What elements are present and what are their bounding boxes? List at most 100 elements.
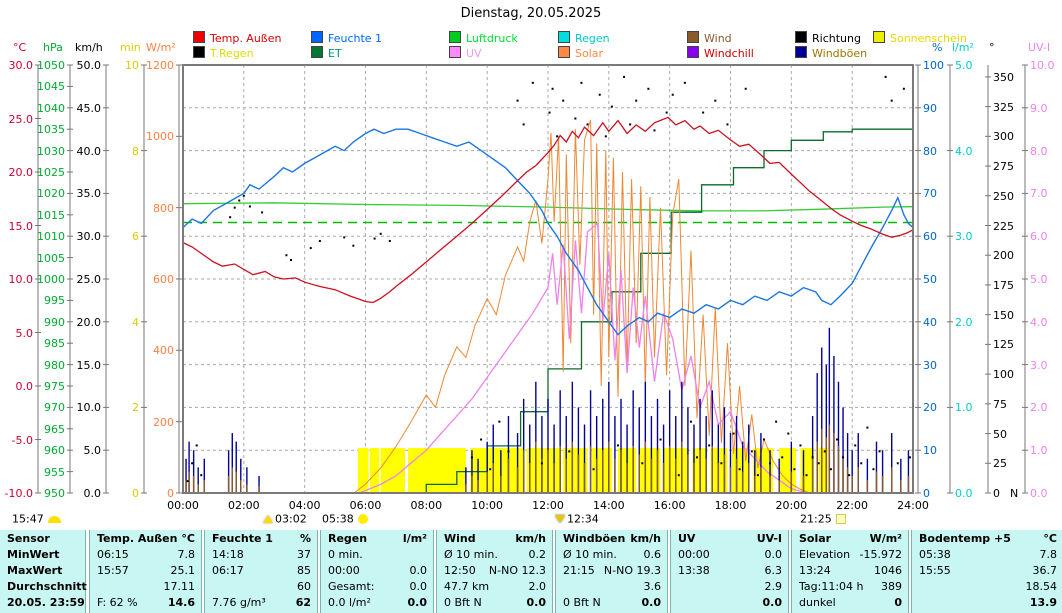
axis-tick-label: 975 [44, 380, 65, 393]
axis-tick-label: 995 [44, 294, 65, 308]
series-sonnenschein [370, 448, 380, 492]
series-richtung [629, 123, 632, 126]
axis-tick-label: 125 [993, 338, 1014, 352]
axis-tick-label: 50 [993, 427, 1007, 441]
table-row: Gesamt: 0.0 [321, 579, 433, 595]
table-row: 47.7 km 2.0 [437, 579, 552, 595]
series-richtung [896, 462, 899, 465]
axis-tick-label: 6.0 [1030, 230, 1048, 244]
table-row-label: 20.05. 23:59 [0, 595, 85, 611]
series-sonnenschein [357, 448, 369, 492]
axis-tick-label: 10.0 [1030, 59, 1055, 72]
table-cell-value: 25.1 [170, 564, 196, 577]
axis-tick-label: 45.0 [76, 101, 102, 115]
series-solar [353, 119, 822, 494]
x-axis-label: 16:00 [653, 499, 686, 512]
axis-tick-label: 1025 [37, 166, 65, 179]
axis-tick-label: 0 [923, 487, 930, 500]
table-row: 06:17 85 [205, 563, 317, 579]
table-cell-value: 2.9 [764, 580, 783, 593]
legend-label: Windchill [704, 47, 754, 60]
axis-tick-label: 40.0 [76, 144, 102, 158]
legend-item: ET [311, 46, 342, 60]
table-cell-value: 0.0 [641, 596, 662, 609]
series-richtung [750, 450, 753, 453]
series-richtung [551, 87, 554, 90]
series-richtung [568, 450, 571, 453]
table-cell-value: 389 [881, 580, 902, 593]
sunset-icon [835, 514, 846, 524]
axis-unit-uvi: UV-I [1028, 41, 1051, 54]
x-axis-label: 14:00 [592, 499, 625, 512]
axis-tick-label: 0.0 [15, 380, 34, 393]
plot-border [182, 64, 914, 494]
axis-tick-label: 7.0 [1030, 187, 1048, 201]
series-richtung [756, 474, 759, 477]
series-richtung [823, 450, 826, 453]
axis-tick-label: 1000 [37, 273, 65, 286]
series-richtung [762, 438, 765, 441]
legend-item: Solar [558, 46, 603, 60]
axis-tick-label: 1050 [37, 59, 65, 72]
legend-color-box [687, 46, 699, 58]
x-axis-label: 24:00 [897, 499, 929, 512]
axis-tick-label: 30.0 [76, 230, 102, 244]
table-cell-label: 0 Bft N [563, 596, 601, 609]
series-richtung [562, 99, 565, 102]
table-cell-value: 0.0 [526, 596, 547, 609]
axis-tick-label: 0.0 [83, 487, 102, 500]
axis-tick-label: 8 [132, 144, 139, 158]
table-cell-value: 7.8 [1039, 548, 1058, 561]
axis-tick-label: 4 [132, 315, 139, 329]
axis-tick-label: 985 [44, 337, 65, 351]
series-richtung [854, 444, 857, 447]
axis-tick-label: 5.0 [955, 59, 973, 72]
legend-item: Luftdruck [449, 31, 518, 45]
table-cell-label: Tag:11:04 h [799, 580, 864, 593]
table-cell: Sensor [7, 532, 50, 545]
axis-tick-label: 10 [923, 444, 937, 458]
x-axis-label: 08:00 [410, 499, 443, 512]
axis-tick-label: 20 [923, 401, 937, 415]
table-group-windb-en: Windböen km/h Ø 10 min. 0.6 21:15 N-NO 19.3 3.… [555, 530, 668, 613]
series-richtung [592, 468, 595, 471]
legend-item: UV [449, 46, 482, 60]
series-richtung [714, 99, 717, 102]
axis-tick-label: 980 [44, 358, 65, 372]
table-cell-label: dunkel [799, 596, 836, 609]
legend-item: Feuchte 1 [311, 31, 382, 45]
table-row: 00:00 0.0 [321, 563, 433, 579]
table-cell-label: Ø 10 min. [444, 548, 498, 561]
axis-tick-label: 1015 [37, 208, 65, 222]
table-row: 17.11 [90, 579, 201, 595]
series-richtung [616, 444, 619, 447]
table-row: 12:50 N-NO 12.3 [437, 563, 552, 579]
legend-color-box [311, 31, 323, 43]
table-cell-label: 0 min. [328, 548, 363, 561]
axis-tick-label: 275 [993, 160, 1014, 174]
axis-tick-label: 950 [44, 487, 65, 500]
astro-time: 15:47 [12, 512, 44, 526]
axis-tick-label: 40 [923, 315, 937, 329]
series-feuchte-1 [182, 128, 914, 336]
axis-tick-label: 15.0 [8, 219, 34, 233]
table-group-solar: Solar W/m² Elevation -15.972 13:24 1046 Tag:11… [791, 530, 909, 613]
astro-time: 03:02 [275, 512, 307, 526]
table-row-label: MaxWert [0, 563, 85, 579]
table-row: dunkel 0 [792, 595, 908, 611]
table-cell-value: 0.0 [409, 564, 428, 577]
table-group-unit: °C [181, 532, 195, 545]
axis-tick-label: 800 [153, 201, 174, 215]
series-richtung [309, 247, 312, 250]
series-richtung [598, 93, 601, 96]
series-richtung [373, 237, 376, 240]
table-cell-value: 85 [297, 564, 311, 577]
legend-color-box [449, 46, 461, 58]
axis-tick-label: 225 [993, 219, 1014, 233]
series-richtung [548, 111, 551, 114]
astro-marker-sunset: 21:25 [800, 512, 846, 526]
table-group-name: Regen [328, 532, 368, 545]
table-header-row: Bodentemp +5 °C [912, 531, 1062, 547]
axis-tick-label: 90 [923, 101, 937, 115]
